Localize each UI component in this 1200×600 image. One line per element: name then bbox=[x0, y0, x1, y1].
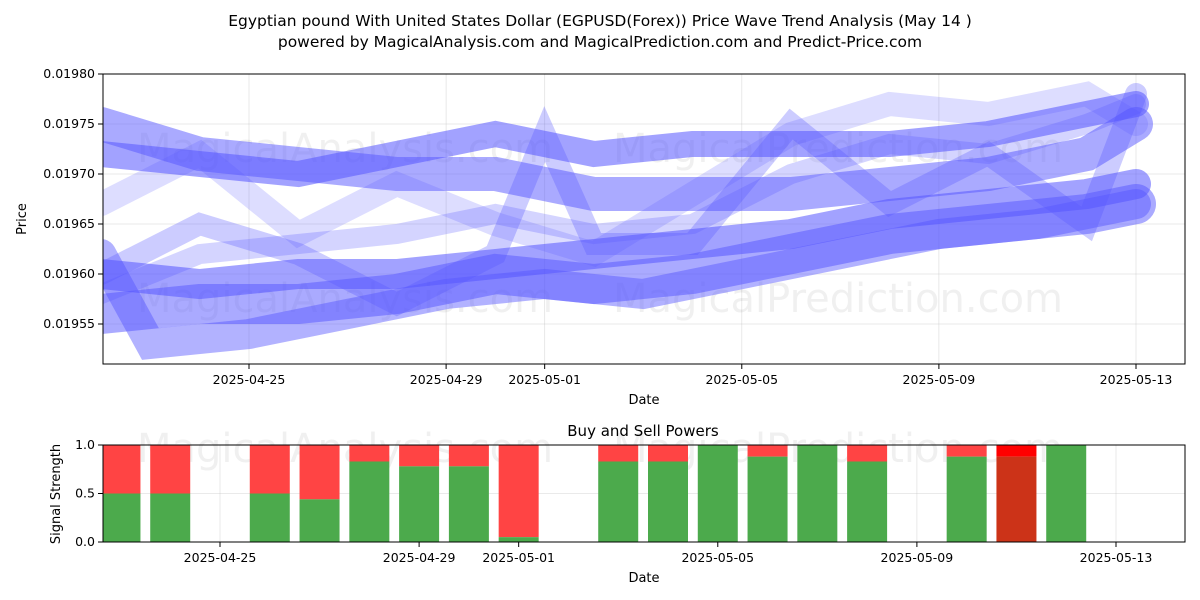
sell-bar-9 bbox=[648, 445, 688, 462]
price-y-ticks: 0.01955 0.01960 0.01965 0.01970 0.01975 0.019… bbox=[43, 66, 103, 331]
price-y-axis-label: Price bbox=[15, 203, 30, 235]
signal-x-tick-label-1: 2025-04-29 bbox=[383, 550, 456, 565]
buy-bar-9 bbox=[648, 461, 688, 542]
buy-bar-14 bbox=[946, 456, 987, 542]
price-wave-band-6 bbox=[103, 81, 1148, 268]
price-wave-band-3 bbox=[103, 184, 1156, 334]
price-axes-frame bbox=[102, 73, 1186, 365]
price-y-tick-label-3: 0.01970 bbox=[43, 166, 95, 181]
sell-bar-5 bbox=[399, 445, 440, 467]
signal-y-tick-label-0: 0.0 bbox=[75, 534, 95, 549]
price-y-tick-label-4: 0.01975 bbox=[43, 116, 95, 131]
sell-bar-14 bbox=[946, 445, 987, 457]
signal-y-tick-label-1: 0.5 bbox=[75, 486, 95, 501]
buy-bar-6 bbox=[448, 466, 489, 542]
chart-subtitle: powered by MagicalAnalysis.com and Magic… bbox=[278, 33, 922, 51]
signal-y-tick-label-2: 1.0 bbox=[75, 437, 95, 452]
price-x-tick-label-1: 2025-04-29 bbox=[410, 372, 483, 387]
sell-bar-0 bbox=[103, 445, 141, 494]
buy-bar-11 bbox=[747, 456, 788, 542]
buy-bar-12 bbox=[797, 445, 838, 542]
signal-bars bbox=[103, 445, 1087, 542]
signal-x-ticks: 2025-04-25 2025-04-29 2025-05-01 2025-05-05… bbox=[184, 542, 1153, 565]
signal-panel: Buy and Sell Powers MagicalAnalysis.com … bbox=[49, 422, 1186, 586]
price-x-tick-label-5: 2025-05-13 bbox=[1100, 372, 1173, 387]
price-wave-band-7 bbox=[103, 94, 1146, 304]
sell-bar-8 bbox=[598, 445, 639, 462]
price-x-axis-label: Date bbox=[628, 393, 659, 408]
sell-bar-2 bbox=[249, 445, 290, 494]
chart-title: Egyptian pound With United States Dollar… bbox=[228, 12, 972, 30]
buy-bar-5 bbox=[399, 466, 440, 542]
price-wave-band-5 bbox=[103, 83, 1147, 317]
signal-x-tick-label-5: 2025-05-13 bbox=[1080, 550, 1153, 565]
price-x-tick-label-0: 2025-04-25 bbox=[213, 372, 286, 387]
buy-bar-3 bbox=[299, 499, 340, 542]
signal-x-tick-label-2: 2025-05-01 bbox=[482, 550, 555, 565]
buy-bar-2 bbox=[249, 493, 290, 542]
price-y-tick-label-5: 0.01980 bbox=[43, 66, 95, 81]
buy-bar-4 bbox=[349, 461, 390, 542]
price-x-ticks: 2025-04-25 2025-04-29 2025-05-01 2025-05-05… bbox=[213, 364, 1173, 387]
buy-bar-13 bbox=[847, 461, 888, 542]
buy-bar-0 bbox=[103, 493, 141, 542]
price-y-tick-label-1: 0.01960 bbox=[43, 266, 95, 281]
price-panel: MagicalAnalysis.com MagicalPrediction.co… bbox=[15, 66, 1186, 408]
price-wave-band-1 bbox=[103, 107, 1153, 211]
sell-bar-1 bbox=[150, 445, 191, 494]
signal-title: Buy and Sell Powers bbox=[567, 422, 719, 440]
signal-y-axis-label: Signal Strength bbox=[49, 444, 64, 544]
signal-y-ticks: 0.0 0.5 1.0 bbox=[75, 437, 103, 549]
sell-bar-4 bbox=[349, 445, 390, 462]
price-wave-bands bbox=[103, 81, 1156, 360]
price-x-tick-label-3: 2025-05-05 bbox=[705, 372, 778, 387]
sell-bar-15 bbox=[996, 445, 1037, 457]
signal-x-tick-label-4: 2025-05-09 bbox=[881, 550, 954, 565]
price-x-tick-label-4: 2025-05-09 bbox=[903, 372, 976, 387]
price-y-tick-label-2: 0.01965 bbox=[43, 216, 95, 231]
price-wave-band-4 bbox=[103, 189, 1151, 360]
buy-bar-10 bbox=[697, 445, 738, 542]
price-x-tick-label-2: 2025-05-01 bbox=[508, 372, 581, 387]
signal-x-tick-label-3: 2025-05-05 bbox=[681, 550, 754, 565]
buy-bar-8 bbox=[598, 461, 639, 542]
signal-x-tick-label-0: 2025-04-25 bbox=[184, 550, 257, 565]
sell-bar-11 bbox=[747, 445, 788, 457]
sell-bar-7 bbox=[498, 445, 539, 538]
sell-bar-6 bbox=[448, 445, 489, 467]
price-y-tick-label-0: 0.01955 bbox=[43, 316, 95, 331]
buy-bar-15 bbox=[996, 456, 1037, 542]
watermark-analysis-signal: MagicalAnalysis.com bbox=[137, 426, 553, 472]
signal-x-axis-label: Date bbox=[628, 571, 659, 586]
buy-bar-16 bbox=[1046, 445, 1087, 542]
sell-bar-13 bbox=[847, 445, 888, 462]
sell-bar-3 bbox=[299, 445, 340, 500]
buy-bar-7 bbox=[498, 537, 539, 542]
buy-bar-1 bbox=[150, 493, 191, 542]
